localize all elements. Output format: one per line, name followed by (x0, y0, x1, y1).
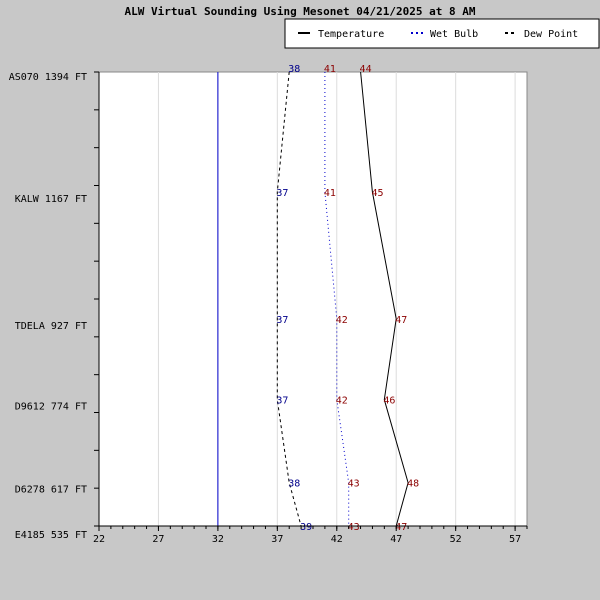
data-label: 37 (276, 396, 288, 407)
data-labels-group: 44 45 47 46 48 47 41 41 42 42 43 43 38 37 37 37 38 39 (276, 64, 419, 533)
x-tick-label: 47 (390, 534, 402, 545)
legend-label: Dew Point (524, 29, 578, 40)
data-label: 42 (336, 315, 348, 326)
x-tick-label: 57 (509, 534, 521, 545)
data-label: 43 (348, 479, 360, 490)
level-label: KALW 1167 FT (15, 194, 87, 205)
legend-label: Wet Bulb (430, 29, 478, 40)
data-label: 37 (276, 315, 288, 326)
axes-group: 22 27 32 37 42 47 52 57 AS070 1394 FT KALW 1167 F… (9, 71, 528, 545)
legend: Temperature Wet Bulb Dew Point (284, 18, 600, 49)
level-label: TDELA 927 FT (15, 321, 87, 332)
data-label: 47 (395, 522, 407, 533)
x-tick-label: 22 (93, 534, 105, 545)
x-tick-label: 37 (271, 534, 283, 545)
level-label: D6278 617 FT (15, 485, 87, 496)
data-label: 47 (395, 315, 407, 326)
series-line-temperature (360, 71, 409, 527)
data-label: 41 (324, 188, 336, 199)
x-tick-label: 27 (152, 534, 164, 545)
data-label: 44 (360, 64, 372, 75)
x-tick-label: 52 (450, 534, 462, 545)
data-label: 38 (288, 64, 300, 75)
level-label: E4185 535 FT (15, 530, 87, 541)
level-label: AS070 1394 FT (9, 72, 87, 83)
legend-box (284, 18, 600, 49)
data-label: 42 (336, 396, 348, 407)
series-line-wet-bulb (324, 72, 350, 526)
data-label: 39 (300, 522, 312, 533)
data-label: 41 (324, 64, 336, 75)
data-label: 43 (348, 522, 360, 533)
legend-label: Temperature (318, 29, 384, 40)
data-label: 37 (276, 188, 288, 199)
data-label: 48 (407, 479, 419, 490)
chart-title: ALW Virtual Sounding Using Mesonet 04/21… (125, 5, 476, 18)
data-label: 38 (288, 479, 300, 490)
plot-area (98, 71, 528, 527)
level-label: D9612 774 FT (15, 402, 87, 413)
data-label: 46 (383, 396, 395, 407)
x-tick-label: 32 (212, 534, 224, 545)
x-tick-label: 42 (331, 534, 343, 545)
series-group (276, 71, 409, 527)
data-label: 45 (371, 188, 383, 199)
